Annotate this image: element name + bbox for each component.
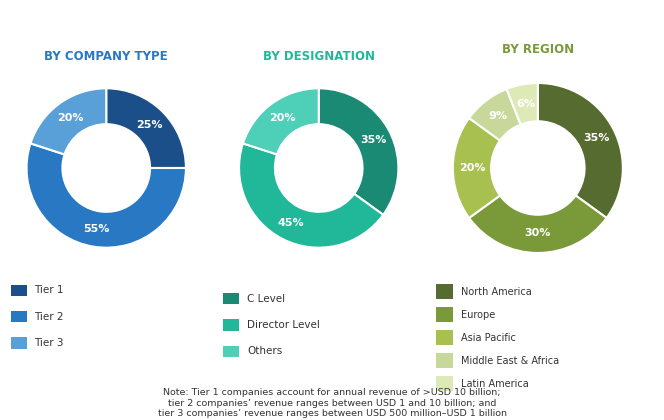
Text: 55%: 55% (84, 223, 110, 234)
Wedge shape (106, 88, 186, 168)
Text: Asia Pacific: Asia Pacific (461, 333, 516, 343)
Text: 25%: 25% (136, 120, 163, 130)
Bar (436, 376, 453, 391)
Wedge shape (27, 143, 186, 248)
Text: Europe: Europe (461, 310, 495, 320)
Text: 9%: 9% (488, 111, 507, 121)
Text: Director Level: Director Level (247, 320, 320, 330)
Text: 45%: 45% (278, 218, 304, 228)
Text: Tier 1: Tier 1 (35, 285, 64, 295)
Bar (436, 330, 453, 345)
Wedge shape (469, 195, 607, 253)
Wedge shape (31, 88, 106, 155)
Text: C Level: C Level (247, 294, 285, 304)
Text: 30%: 30% (525, 228, 551, 239)
Bar (11, 338, 27, 349)
Bar (11, 285, 27, 296)
Title: BY COMPANY TYPE: BY COMPANY TYPE (44, 50, 168, 63)
Text: 20%: 20% (57, 113, 84, 123)
Text: Note: Tier 1 companies account for annual revenue of >USD 10 billion;
tier 2 com: Note: Tier 1 companies account for annua… (157, 388, 507, 418)
Text: Tier 3: Tier 3 (35, 338, 64, 348)
Text: 20%: 20% (459, 163, 485, 173)
Text: North America: North America (461, 287, 532, 297)
Title: BY DESIGNATION: BY DESIGNATION (263, 50, 374, 63)
Text: Tier 2: Tier 2 (35, 312, 64, 322)
Text: Others: Others (247, 346, 282, 357)
Wedge shape (243, 88, 319, 155)
Wedge shape (469, 89, 521, 141)
Wedge shape (507, 83, 538, 125)
Title: BY REGION: BY REGION (502, 43, 574, 56)
Circle shape (275, 124, 363, 212)
Bar (11, 311, 27, 322)
Bar (223, 346, 239, 357)
Text: 6%: 6% (516, 99, 535, 109)
Text: 35%: 35% (360, 135, 386, 145)
Text: 20%: 20% (270, 113, 296, 123)
Circle shape (62, 124, 150, 212)
Text: 35%: 35% (583, 133, 610, 143)
Bar (436, 284, 453, 299)
Wedge shape (239, 143, 383, 248)
Bar (436, 307, 453, 323)
Bar (223, 293, 239, 304)
Text: Latin America: Latin America (461, 378, 529, 388)
Wedge shape (319, 88, 398, 215)
Text: Middle East & Africa: Middle East & Africa (461, 356, 560, 366)
Bar (436, 353, 453, 368)
Wedge shape (538, 83, 623, 218)
Wedge shape (453, 118, 500, 218)
Bar (223, 320, 239, 331)
Circle shape (491, 121, 584, 215)
